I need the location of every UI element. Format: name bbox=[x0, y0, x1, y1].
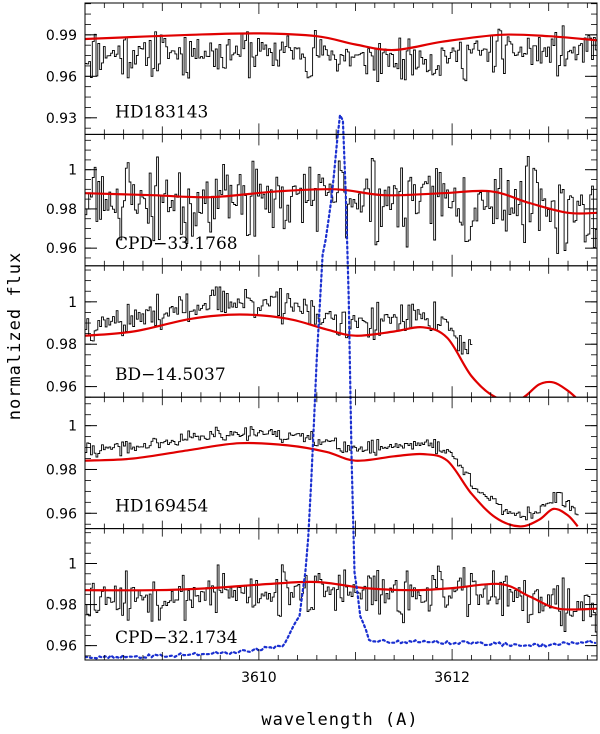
model-curve-2 bbox=[85, 188, 597, 215]
panel-label-3: BD−14.5037 bbox=[115, 365, 226, 385]
overlay-dotted-line bbox=[85, 111, 597, 660]
y-tick-label: 1 bbox=[68, 419, 77, 435]
model-curve-1 bbox=[85, 32, 597, 52]
x-tick-label: 3612 bbox=[434, 670, 470, 686]
panel-3 bbox=[85, 286, 578, 398]
observed-spectrum-3 bbox=[85, 286, 473, 355]
y-tick-label: 0.96 bbox=[46, 639, 77, 655]
panels-group bbox=[85, 25, 597, 633]
y-tick-label: 0.96 bbox=[46, 69, 77, 85]
panel-1 bbox=[85, 25, 597, 83]
panel-2 bbox=[85, 155, 597, 254]
observed-spectrum-5 bbox=[85, 564, 597, 633]
y-tick-label: 0.98 bbox=[46, 598, 77, 614]
overlay-profile bbox=[85, 111, 597, 660]
y-tick-label: 0.98 bbox=[46, 202, 77, 218]
y-tick-label: 0.93 bbox=[46, 111, 77, 127]
y-tick-label: 0.96 bbox=[46, 241, 77, 257]
model-curve-4 bbox=[85, 441, 579, 528]
y-tick-label: 0.96 bbox=[46, 380, 77, 396]
x-axis-label: wavelength (A) bbox=[261, 710, 418, 730]
y-tick-label: 0.98 bbox=[46, 462, 77, 478]
panel-label-2: CPD−33.1768 bbox=[115, 234, 238, 254]
frames-group bbox=[84, 2, 598, 661]
model-curve-3 bbox=[85, 313, 578, 398]
y-tick-label: 0.96 bbox=[46, 506, 77, 522]
panel-5 bbox=[85, 564, 597, 633]
observed-spectrum-2 bbox=[85, 155, 597, 254]
labels-group: 0.93 0.96 0.99 HD183143 0.96 0.98 1 CPD−33.1768… bbox=[46, 28, 470, 686]
y-tick-label: 0.99 bbox=[46, 28, 77, 44]
observed-spectrum-4 bbox=[85, 426, 579, 521]
model-curve-5 bbox=[85, 580, 597, 611]
overlay-group bbox=[85, 111, 597, 660]
x-tick-label: 3610 bbox=[241, 670, 277, 686]
panel-label-4: HD169454 bbox=[115, 497, 208, 517]
panel-label-1: HD183143 bbox=[115, 102, 208, 122]
panel-label-5: CPD−32.1734 bbox=[115, 628, 238, 648]
y-tick-label: 1 bbox=[68, 295, 77, 311]
y-tick-label: 1 bbox=[68, 557, 77, 573]
y-tick-label: 0.98 bbox=[46, 337, 77, 353]
observed-spectrum-1 bbox=[85, 25, 597, 83]
y-axis-label: normalized flux bbox=[5, 252, 25, 421]
y-tick-label: 1 bbox=[68, 163, 77, 179]
panel-4 bbox=[85, 426, 579, 528]
